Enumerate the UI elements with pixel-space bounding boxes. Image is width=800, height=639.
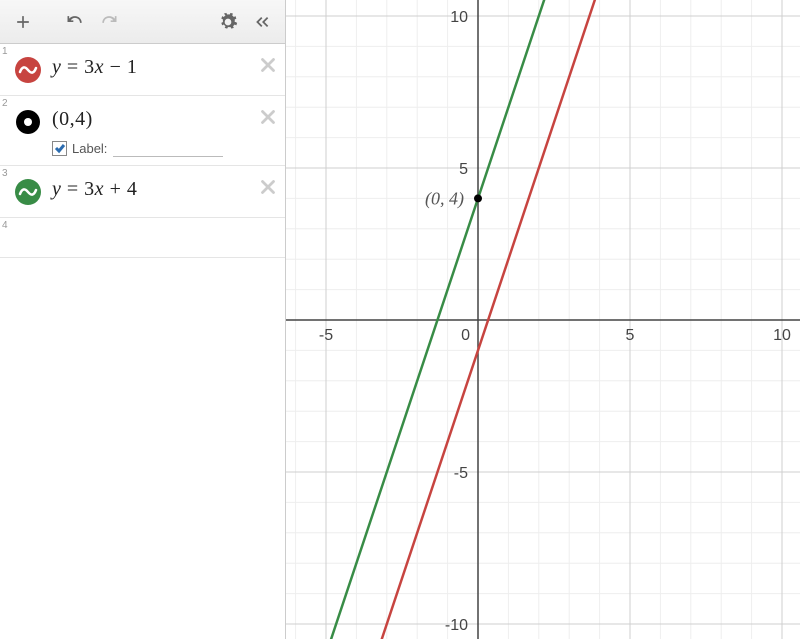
delete-expression-button[interactable] <box>257 106 279 133</box>
row-index: 2 <box>2 98 8 109</box>
y-tick-label: -5 <box>454 465 468 482</box>
y-tick-label: 10 <box>450 9 468 26</box>
point-label: (0, 4) <box>425 188 464 209</box>
y-tick-label: -10 <box>445 617 468 634</box>
expression-row[interactable]: 3 y = 3x + 4 <box>0 166 285 218</box>
sidebar-toolbar <box>0 0 285 44</box>
point-color-icon[interactable] <box>14 108 42 136</box>
expression-row[interactable]: 2 (0,4) Label: <box>0 96 285 166</box>
line-color-icon[interactable] <box>14 56 42 84</box>
expression-formula[interactable]: (0,4) <box>52 108 255 131</box>
label-input[interactable] <box>113 139 223 157</box>
add-expression-button[interactable] <box>6 5 40 39</box>
graph-canvas[interactable]: -5 5 10 -10 -5 5 10 0 (0, 4) <box>286 0 800 639</box>
row-index: 4 <box>2 220 8 231</box>
x-tick-label: 5 <box>626 327 635 344</box>
expression-formula[interactable]: y = 3x − 1 <box>52 56 255 79</box>
settings-button[interactable] <box>211 5 245 39</box>
expression-sidebar: 1 y = 3x − 1 2 (0,4) Label: 3 y = 3x + 4 4 <box>0 0 286 639</box>
line-color-icon[interactable] <box>14 178 42 206</box>
expression-formula[interactable]: y = 3x + 4 <box>52 178 255 201</box>
expression-row[interactable]: 1 y = 3x − 1 <box>0 44 285 96</box>
label-checkbox[interactable] <box>52 141 67 156</box>
plotted-point[interactable] <box>474 194 482 202</box>
label-text: Label: <box>72 141 107 156</box>
row-index: 1 <box>2 46 8 57</box>
delete-expression-button[interactable] <box>257 176 279 203</box>
delete-expression-button[interactable] <box>257 54 279 81</box>
collapse-sidebar-button[interactable] <box>245 5 279 39</box>
expression-row-empty[interactable]: 4 <box>0 218 285 258</box>
x-tick-label: 10 <box>773 327 791 344</box>
row-index: 3 <box>2 168 8 179</box>
undo-button[interactable] <box>58 5 92 39</box>
redo-button[interactable] <box>92 5 126 39</box>
expression-list: 1 y = 3x − 1 2 (0,4) Label: 3 y = 3x + 4 4 <box>0 44 285 639</box>
y-tick-label: 5 <box>459 161 468 178</box>
x-tick-label: -5 <box>319 327 333 344</box>
origin-label: 0 <box>461 327 470 344</box>
